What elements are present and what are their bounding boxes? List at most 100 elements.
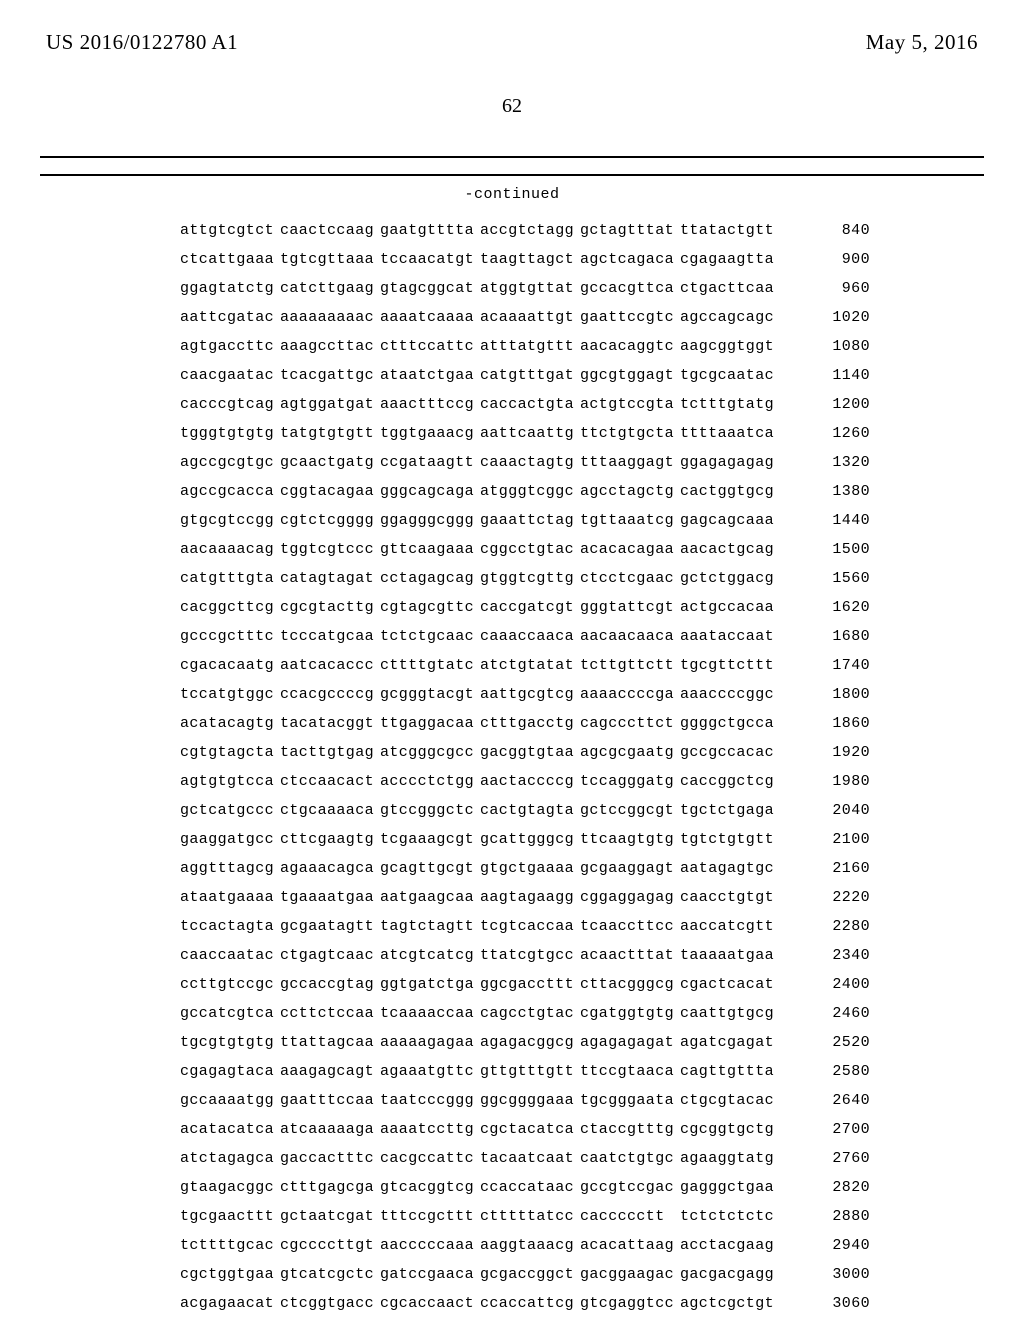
sequence-position: 2700 <box>810 1122 870 1137</box>
sequence-groups: attgtcgtctcaactccaaggaatgttttaaccgtctagg… <box>180 223 780 238</box>
sequence-group: ggagtatctg <box>180 281 280 296</box>
sequence-group: gtaagacggc <box>180 1180 280 1195</box>
sequence-group: aatcacaccc <box>280 658 380 673</box>
sequence-group: aattgcgtcg <box>480 687 580 702</box>
sequence-group: cactgtagta <box>480 803 580 818</box>
sequence-groups: gcccgctttctcccatgcaatctctgcaaccaaaccaaca… <box>180 629 780 644</box>
sequence-group: cacgccattc <box>380 1151 480 1166</box>
sequence-group: cttcgaagtg <box>280 832 380 847</box>
sequence-position: 1860 <box>810 716 870 731</box>
sequence-row: gtgcgtccggcgtctcggggggagggcggggaaattctag… <box>180 513 984 528</box>
sequence-group: aaagagcagt <box>280 1064 380 1079</box>
sequence-group: gcattgggcg <box>480 832 580 847</box>
sequence-position: 2160 <box>810 861 870 876</box>
sequence-group: gccgccacac <box>680 745 780 760</box>
sequence-row: tgcgtgtgtgttattagcaaaaaaagagaaagagacggcg… <box>180 1035 984 1050</box>
pub-date: May 5, 2016 <box>866 30 978 55</box>
sequence-group: tggtgaaacg <box>380 426 480 441</box>
sequence-position: 1260 <box>810 426 870 441</box>
sequence-group: cactggtgcg <box>680 484 780 499</box>
sequence-row: cgagagtacaaaagagcagtagaaatgttcgttgtttgtt… <box>180 1064 984 1079</box>
pub-number: US 2016/0122780 A1 <box>46 30 238 55</box>
sequence-group: caccactgta <box>480 397 580 412</box>
sequence-groups: agtgtgtccactccaacactacccctctggaactaccccg… <box>180 774 780 789</box>
sequence-groups: gtgcgtccggcgtctcggggggagggcggggaaattctag… <box>180 513 780 528</box>
sequence-group: gcccgctttc <box>180 629 280 644</box>
sequence-groups: caacgaatactcacgattgcataatctgaacatgtttgat… <box>180 368 780 383</box>
sequence-group: cggtacagaa <box>280 484 380 499</box>
sequence-group: tcaaaaccaa <box>380 1006 480 1021</box>
sequence-groups: agccgcaccacggtacagaagggcagcagaatgggtcggc… <box>180 484 780 499</box>
sequence-position: 900 <box>810 252 870 267</box>
sequence-row: aattcgatacaaaaaaaaacaaaatcaaaaacaaaattgt… <box>180 310 984 325</box>
sequence-groups: tccatgtggcccacgccccggcgggtacgtaattgcgtcg… <box>180 687 780 702</box>
sequence-group: gaattccgtc <box>580 310 680 325</box>
sequence-group: acaaaattgt <box>480 310 580 325</box>
sequence-group: ccaccattcg <box>480 1296 580 1311</box>
sequence-group: gcgaccggct <box>480 1267 580 1282</box>
sequence-position: 1920 <box>810 745 870 760</box>
sequence-group: aaaatccttg <box>380 1122 480 1137</box>
sequence-row: gtaagacggcctttgagcgagtcacggtcgccaccataac… <box>180 1180 984 1195</box>
sequence-row: attgtcgtctcaactccaaggaatgttttaaccgtctagg… <box>180 223 984 238</box>
sequence-group: taagttagct <box>480 252 580 267</box>
sequence-groups: cgagagtacaaaagagcagtagaaatgttcgttgtttgtt… <box>180 1064 780 1079</box>
sequence-group: ccttctccaa <box>280 1006 380 1021</box>
sequence-group: atcaaaaaga <box>280 1122 380 1137</box>
sequence-group: taaaaatgaa <box>680 948 780 963</box>
sequence-group: cgagaagtta <box>680 252 780 267</box>
sequence-group: ctgagtcaac <box>280 948 380 963</box>
sequence-group: acccctctgg <box>380 774 480 789</box>
sequence-group: aaccatcgtt <box>680 919 780 934</box>
sequence-group: aaaaaaaaac <box>280 310 380 325</box>
sequence-group: ctttttatcc <box>480 1209 580 1224</box>
sequence-position: 2040 <box>810 803 870 818</box>
sequence-group: aaactttccg <box>380 397 480 412</box>
sequence-row: aggtttagcgagaaacagcagcagttgcgtgtgctgaaaa… <box>180 861 984 876</box>
sequence-group: cggcctgtac <box>480 542 580 557</box>
sequence-row: agccgcaccacggtacagaagggcagcagaatgggtcggc… <box>180 484 984 499</box>
sequence-group: tgttaaatcg <box>580 513 680 528</box>
sequence-group: gccacgttca <box>580 281 680 296</box>
sequence-groups: cgacacaatgaatcacaccccttttgtatcatctgtatat… <box>180 658 780 673</box>
sequence-group: gcaactgatg <box>280 455 380 470</box>
sequence-position: 840 <box>810 223 870 238</box>
sequence-groups: atctagagcagaccactttccacgccattctacaatcaat… <box>180 1151 780 1166</box>
sequence-group: cgactcacat <box>680 977 780 992</box>
sequence-row: tcttttgcaccgccccttgtaacccccaaaaaggtaaacg… <box>180 1238 984 1253</box>
sequence-groups: tgggtgtgtgtatgtgtgtttggtgaaacgaattcaattg… <box>180 426 780 441</box>
sequence-group: agtgaccttc <box>180 339 280 354</box>
sequence-group: tccatgtggc <box>180 687 280 702</box>
sequence-group: gaccactttc <box>280 1151 380 1166</box>
sequence-group: cgatggtgtg <box>580 1006 680 1021</box>
sequence-group: ttctgtgcta <box>580 426 680 441</box>
sequence-group: ttccgtaaca <box>580 1064 680 1079</box>
sequence-row: gccatcgtcaccttctccaatcaaaaccaacagcctgtac… <box>180 1006 984 1021</box>
sequence-group: ctcctcgaac <box>580 571 680 586</box>
sequence-row: tccactagtagcgaatagtttagtctagtttcgtcaccaa… <box>180 919 984 934</box>
sequence-groups: ccttgtccgcgccaccgtagggtgatctgaggcgaccttt… <box>180 977 780 992</box>
sequence-group: agaaatgttc <box>380 1064 480 1079</box>
sequence-position: 2400 <box>810 977 870 992</box>
sequence-group: ctcggtgacc <box>280 1296 380 1311</box>
sequence-group: tcacgattgc <box>280 368 380 383</box>
sequence-position: 1200 <box>810 397 870 412</box>
sequence-groups: acatacagtgtacatacggtttgaggacaactttgacctg… <box>180 716 780 731</box>
sequence-group: ctgcaaaaca <box>280 803 380 818</box>
sequence-row: ctcattgaaatgtcgttaaatccaacatgttaagttagct… <box>180 252 984 267</box>
sequence-groups: aggtttagcgagaaacagcagcagttgcgtgtgctgaaaa… <box>180 861 780 876</box>
sequence-group: taatcccggg <box>380 1093 480 1108</box>
sequence-group: tccagggatg <box>580 774 680 789</box>
sequence-groups: tcttttgcaccgccccttgtaacccccaaaaaggtaaacg… <box>180 1238 780 1253</box>
sequence-group: agtgtgtcca <box>180 774 280 789</box>
sequence-group: acacacagaa <box>580 542 680 557</box>
sequence-group: caaccaatac <box>180 948 280 963</box>
sequence-group: caccccctt <box>580 1209 680 1224</box>
sequence-group: ctgcgtacac <box>680 1093 780 1108</box>
sequence-position: 1500 <box>810 542 870 557</box>
sequence-group: aaaaagagaa <box>380 1035 480 1050</box>
sequence-group: aatagagtgc <box>680 861 780 876</box>
sequence-group: tcgaaagcgt <box>380 832 480 847</box>
sequence-group: atggtgttat <box>480 281 580 296</box>
sequence-row: agccgcgtgcgcaactgatgccgataagttcaaactagtg… <box>180 455 984 470</box>
